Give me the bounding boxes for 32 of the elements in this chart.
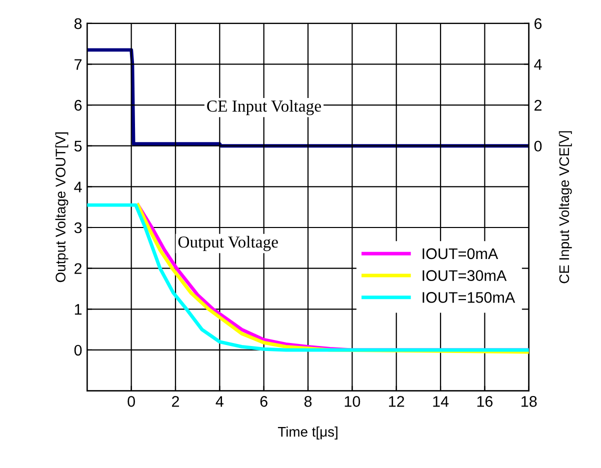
y-tick-label: 4 xyxy=(74,182,82,192)
x-tick-label: 8 xyxy=(304,396,312,407)
y2-tick-label: 6 xyxy=(534,18,542,30)
x-tick-label: 0 xyxy=(128,396,135,407)
y-tick-label: 3 xyxy=(74,222,82,234)
y-tick-label: 5 xyxy=(74,140,82,152)
legend-label: IOUT=150mA xyxy=(422,292,516,303)
x-tick-label: 16 xyxy=(477,396,493,407)
legend-label: IOUT=30mA xyxy=(422,270,507,281)
annotation: Output Voltage xyxy=(178,236,278,252)
y2-tick-label: 4 xyxy=(534,59,542,70)
x-tick-label: 10 xyxy=(344,396,360,407)
y-tick-label: 7 xyxy=(74,59,82,70)
x-tick-label: 4 xyxy=(216,396,224,407)
x-axis-title: Time t[μs] xyxy=(278,426,338,440)
line-series xyxy=(87,48,529,148)
y2-tick-label: 2 xyxy=(534,100,542,111)
y2-tick-label: 0 xyxy=(534,140,542,152)
y-tick-label: 8 xyxy=(74,18,82,30)
legend-label: IOUT=0mA xyxy=(422,248,498,260)
x-tick-label: 18 xyxy=(522,396,537,407)
y-tick-label: 0 xyxy=(74,344,82,356)
y-axis-title: Output Voltage VOUT[V] xyxy=(55,132,68,282)
x-tick-label: 14 xyxy=(433,396,449,407)
x-tick-label: 12 xyxy=(389,396,404,407)
y-tick-label: 2 xyxy=(74,263,82,274)
y-tick-label: 6 xyxy=(74,100,82,111)
annotation: CE Input Voltage xyxy=(207,100,321,116)
y-tick-label: 1 xyxy=(74,304,82,315)
x-tick-label: 6 xyxy=(260,396,268,407)
x-tick-label: 2 xyxy=(172,396,179,407)
y2-axis-title: CE Input Voltage VCE[V] xyxy=(558,131,572,284)
